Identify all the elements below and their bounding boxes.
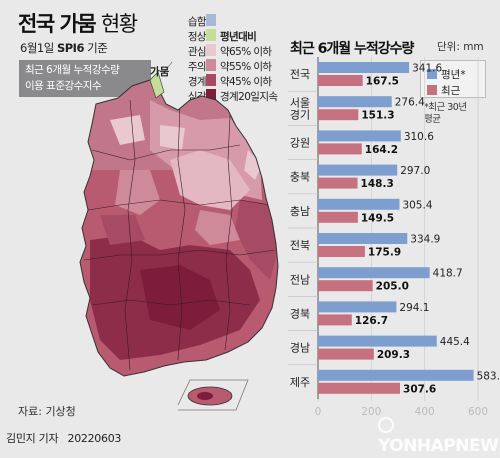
legend-desc: 경계20일지속 [220, 91, 278, 103]
legend-level-label: 습함 [187, 16, 207, 28]
legend-swatch [206, 74, 216, 86]
page-title: 전국 가뭄 현황 [18, 8, 138, 38]
subtitle: 6월1일 SPI6 기준 [20, 40, 108, 56]
legend-level-label: 정상 [187, 31, 207, 43]
legend-desc: 약55% 이하 [220, 61, 272, 73]
map-borders [83, 99, 276, 371]
legend-swatch [206, 44, 216, 56]
method-note-line2: 이용 표준강수지수 [25, 80, 102, 92]
legend-swatch [206, 89, 216, 101]
legend-swatch-normal [427, 69, 437, 79]
subtitle-pre: 6월1일 [20, 41, 54, 55]
legend-swatch-recent [427, 85, 437, 95]
chart-unit: 단위: mm [437, 41, 484, 53]
title-bold: 전국 가뭄 [18, 12, 97, 36]
legend-level-label: 주의 [187, 61, 207, 73]
method-note-line1: 최근 6개월 누적강수량 [25, 64, 120, 76]
yonhap-logo-icon [378, 417, 394, 433]
legend-label-normal: 평년* [441, 69, 466, 81]
legend-level-label: 경계 [187, 76, 207, 88]
subtitle-bold: SPI6 [56, 41, 85, 55]
map-label: 가뭄 [150, 66, 170, 78]
chart-footnote: *최근 30년 평균 [424, 102, 484, 126]
legend-label-recent: 최근 [441, 85, 461, 97]
subtitle-post: 기준 [87, 41, 108, 55]
legend-desc: 약65% 이하 [220, 46, 272, 58]
byline: 김민지 기자 20220603 [6, 430, 121, 446]
legend-swatch [206, 59, 216, 71]
chart-legend: 평년* 최근 [420, 60, 486, 98]
chart-footnote-line2: 평균 [424, 114, 441, 125]
chart-footnote-line1: *최근 30년 [424, 102, 467, 113]
legend-swatch [206, 29, 216, 41]
date: 20220603 [67, 432, 122, 445]
normal-region [149, 71, 165, 99]
chart-title: 최근 6개월 누적강수량 [290, 41, 414, 57]
legend-desc: 약45% 이하 [220, 76, 272, 88]
source-note: 자료: 기상청 [18, 405, 76, 418]
legend-desc: 평년대비 [220, 31, 257, 43]
legend-swatch [206, 14, 216, 26]
watermark: YONHAPNEWS [378, 416, 500, 456]
watermark-text: YONHAPNEWS [378, 436, 500, 456]
title-thin: 현황 [100, 12, 138, 36]
legend-level-label: 관심 [187, 46, 207, 58]
author: 김민지 기자 [6, 432, 59, 445]
